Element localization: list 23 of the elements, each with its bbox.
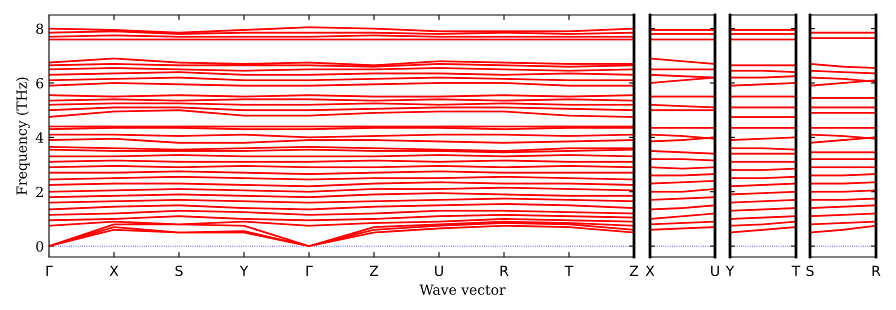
y-tick-label: 6 (36, 78, 44, 88)
x-tick-label: T (792, 266, 800, 276)
y-axis-title: Frequency (THz) (16, 78, 30, 195)
x-tick-label: S (176, 266, 183, 276)
x-tick-label: Γ (306, 266, 313, 276)
x-tick-label: R (872, 266, 880, 276)
y-tick-label: 8 (36, 24, 44, 34)
x-tick-label: X (646, 266, 654, 276)
x-tick-label: U (711, 266, 719, 276)
x-tick-label: Y (726, 266, 734, 276)
x-tick-label: X (110, 266, 118, 276)
y-tick-label: 0 (36, 241, 44, 252)
x-tick-label: T (564, 266, 574, 276)
x-tick-label: S (806, 266, 814, 276)
x-tick-label: Z (630, 266, 638, 276)
x-tick-label: Z (370, 266, 378, 276)
y-tick-label: 2 (36, 186, 43, 198)
y-tick-label: 4 (36, 132, 44, 143)
x-axis-title: Wave vector (419, 284, 506, 295)
x-tick-label: Γ (46, 266, 53, 276)
x-tick-label: R (500, 266, 508, 276)
x-tick-label: Y (240, 266, 248, 276)
x-tick-label: U (435, 266, 443, 276)
